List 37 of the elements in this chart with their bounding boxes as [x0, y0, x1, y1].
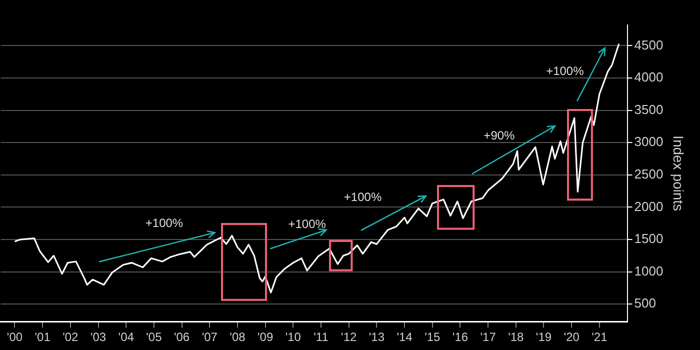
x-tick-label: '19 — [536, 330, 552, 344]
x-tick-label: '01 — [34, 330, 51, 344]
x-tick-label: '09 — [257, 330, 274, 344]
x-tick-label: '03 — [90, 330, 106, 344]
annotation: +100% — [344, 190, 382, 204]
y-tick-label: 2500 — [634, 166, 664, 182]
x-tick-label: '07 — [202, 330, 218, 344]
y-tick-label: 2000 — [634, 198, 664, 214]
x-tick-label: '04 — [118, 330, 134, 344]
x-tick-label: '11 — [314, 330, 329, 344]
x-tick-label: '16 — [452, 330, 468, 344]
y-tick-label: 1500 — [634, 231, 664, 246]
x-tick-label: '20 — [564, 330, 580, 344]
annotation: +90% — [484, 128, 516, 143]
x-tick-label: '12 — [341, 330, 357, 344]
x-tick-label: '13 — [368, 330, 385, 344]
y-axis-title: Index points — [670, 136, 687, 212]
y-tick-label: 3500 — [634, 102, 664, 117]
x-tick-label: '18 — [508, 330, 524, 344]
x-tick-label: '10 — [285, 330, 302, 344]
annotation: +100% — [145, 216, 184, 230]
x-tick-label: '00 — [6, 330, 23, 344]
x-tick-label: '14 — [396, 330, 413, 344]
y-tick-label: 4000 — [634, 70, 664, 85]
x-tick-label: '05 — [146, 330, 162, 344]
y-tick-label: 4500 — [634, 37, 664, 52]
x-tick-label: '17 — [480, 330, 496, 344]
x-tick-label: '08 — [230, 330, 246, 344]
y-tick-label: 3000 — [634, 134, 664, 150]
annotation: +100% — [546, 64, 584, 78]
annotation: +100% — [288, 217, 326, 232]
x-tick-label: '21 — [592, 330, 608, 344]
y-tick-label: 1000 — [634, 263, 664, 278]
x-tick-label: '06 — [174, 330, 190, 344]
x-tick-label: '15 — [424, 330, 441, 344]
x-tick-label: '02 — [62, 330, 79, 344]
y-tick-label: 500 — [634, 296, 656, 311]
